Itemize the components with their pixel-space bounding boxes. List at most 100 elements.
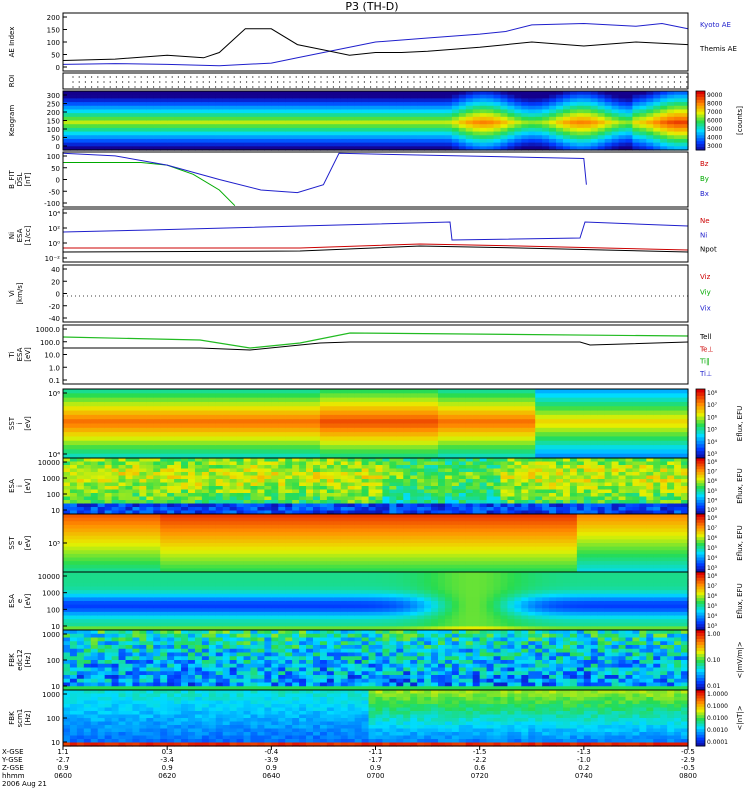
heat-cell: [91, 411, 99, 416]
series-line: [63, 246, 688, 252]
heat-cell: [119, 95, 127, 99]
heat-cell: [653, 124, 661, 128]
heat-cell: [466, 402, 474, 407]
roi-dot: [345, 76, 346, 77]
heat-cell: [251, 102, 259, 106]
roi-dot: [376, 81, 377, 82]
heat-cell: [514, 486, 522, 490]
heat-cell: [528, 497, 536, 501]
roi-dot: [469, 81, 470, 82]
heat-cell: [84, 458, 92, 462]
heat-cell: [403, 449, 411, 454]
heat-cell: [632, 449, 640, 454]
heat-cell: [403, 441, 411, 446]
heat-cell: [626, 497, 634, 501]
heat-cell: [487, 419, 495, 424]
heat-cell: [77, 398, 85, 403]
heat-cell: [494, 121, 502, 125]
heat-cell: [382, 143, 390, 147]
heat-cell: [167, 406, 175, 411]
roi-dot: [184, 86, 185, 87]
heat-cell: [77, 486, 85, 490]
heat-cell: [417, 132, 425, 136]
heat-cell: [84, 91, 92, 95]
heat-cell: [223, 143, 231, 147]
roi-dot: [488, 86, 489, 87]
heat-cell: [119, 525, 127, 529]
heat-cell: [188, 493, 196, 497]
heat-cell: [480, 91, 488, 95]
y-tick-label: 50: [51, 52, 60, 60]
heat-cell: [494, 486, 502, 490]
heat-cell: [237, 109, 245, 113]
heat-cell: [306, 472, 314, 476]
heat-cell: [570, 102, 578, 106]
heat-cell: [153, 95, 161, 99]
heat-cell: [514, 402, 522, 407]
heat-cell: [119, 432, 127, 437]
roi-dot: [581, 81, 582, 82]
heat-cell: [487, 95, 495, 99]
heat-cell: [223, 389, 231, 394]
heat-cell: [139, 128, 147, 132]
heat-cell: [653, 476, 661, 480]
heat-cell: [195, 393, 203, 398]
heat-cell: [91, 402, 99, 407]
heat-cell: [389, 472, 397, 476]
heat-cell: [535, 441, 543, 446]
heat-cell: [167, 472, 175, 476]
heat-cell: [584, 424, 592, 429]
heat-cell: [396, 109, 404, 113]
heat-cell: [98, 521, 106, 525]
heat-cell: [660, 476, 668, 480]
heat-cell: [514, 117, 522, 121]
heat-cell: [376, 95, 384, 99]
roi-dot: [289, 81, 290, 82]
heat-cell: [480, 109, 488, 113]
heat-cell: [139, 398, 147, 403]
heat-cell: [660, 458, 668, 462]
heat-cell: [306, 428, 314, 433]
heat-cell: [528, 424, 536, 429]
heat-cell: [584, 476, 592, 480]
heat-cell: [348, 398, 356, 403]
panel-frame: [63, 209, 688, 262]
heat-cell: [167, 402, 175, 407]
y-tick-label: 10⁻²: [45, 255, 61, 263]
heat-cell: [563, 507, 571, 511]
y-axis-label: DSL: [16, 173, 24, 187]
heat-cell: [605, 441, 613, 446]
heat-cell: [132, 490, 140, 494]
heat-cell: [105, 436, 113, 441]
heat-cell: [480, 436, 488, 441]
heat-cell: [396, 479, 404, 483]
heat-cell: [167, 143, 175, 147]
heat-cell: [438, 128, 446, 132]
heat-cell: [299, 497, 307, 501]
heat-cell: [119, 532, 127, 536]
y-axis-label: [km/s]: [16, 282, 24, 305]
heat-cell: [105, 507, 113, 511]
heat-cell: [278, 479, 286, 483]
heat-cell: [577, 483, 585, 487]
roi-dot: [575, 86, 576, 87]
heat-cell: [271, 432, 279, 437]
heat-cell: [591, 91, 599, 95]
heat-cell: [410, 106, 418, 110]
heat-cell: [348, 109, 356, 113]
heat-cell: [382, 117, 390, 121]
heat-cell: [237, 139, 245, 143]
heat-cell: [285, 465, 293, 469]
heat-cell: [667, 479, 675, 483]
heat-cell: [98, 139, 106, 143]
heat-cell: [438, 497, 446, 501]
heat-cell: [320, 458, 328, 462]
heat-cell: [459, 458, 467, 462]
heat-cell: [535, 469, 543, 473]
heat-cell: [674, 415, 682, 420]
heat-cell: [445, 441, 453, 446]
heat-cell: [459, 121, 467, 125]
heat-cell: [271, 398, 279, 403]
heat-cell: [70, 449, 78, 454]
heat-cell: [278, 462, 286, 466]
